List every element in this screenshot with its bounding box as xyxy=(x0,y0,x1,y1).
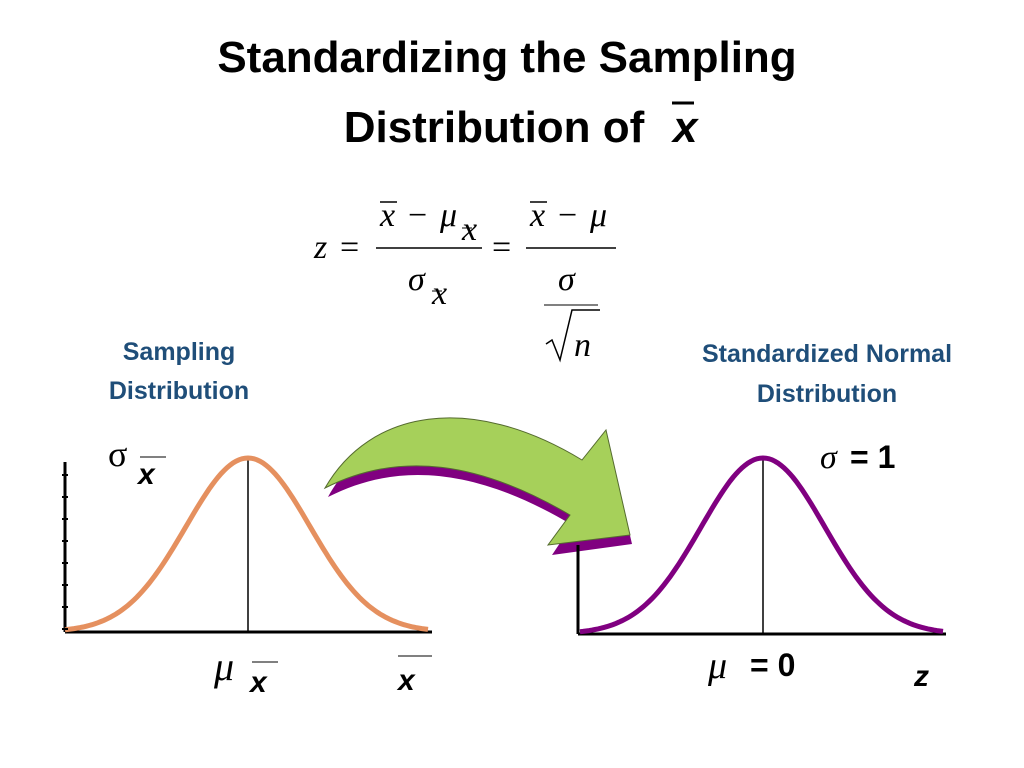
formula-token: − xyxy=(408,197,427,234)
sqrt-sign xyxy=(545,309,600,363)
right-heading: Standardized Normal xyxy=(702,340,952,368)
formula-token: μ xyxy=(439,197,457,234)
mu-symbol: μ xyxy=(213,644,234,689)
normal-curve xyxy=(579,455,944,635)
right-heading: Distribution xyxy=(757,380,897,408)
formula-token: x xyxy=(379,197,395,234)
mu-value: = 0 xyxy=(750,647,795,683)
arrow xyxy=(323,417,632,555)
sigma-value: = 1 xyxy=(850,439,895,475)
formula-token: σ xyxy=(408,261,426,298)
formula-token: x xyxy=(529,197,545,234)
sigma-symbol: σ xyxy=(108,434,127,474)
formula-token: μ xyxy=(589,197,607,234)
formula-token: − xyxy=(558,197,577,234)
normal-curve xyxy=(64,455,429,633)
formula-token: x xyxy=(431,275,447,312)
title-symbol: x xyxy=(671,103,699,152)
right-chart xyxy=(576,455,946,636)
formula: z = x − μ x σ x = x − μ σ n xyxy=(313,197,616,364)
mu-subscript: x xyxy=(248,666,268,699)
formula-token: σ xyxy=(558,261,576,298)
arrow-body xyxy=(323,417,631,546)
formula-token: = xyxy=(492,229,511,266)
formula-token: = xyxy=(340,229,359,266)
sigma-subscript: x xyxy=(136,458,156,491)
title-line: Distribution of xyxy=(344,103,645,152)
formula-token: n xyxy=(574,327,591,364)
formula-token: x xyxy=(461,211,477,248)
formula-token: z xyxy=(313,229,327,266)
axis-label: x xyxy=(396,664,416,697)
axis-label: z xyxy=(913,660,929,693)
mu-symbol: μ xyxy=(707,645,727,687)
left-heading: Distribution xyxy=(109,377,249,405)
sigma-symbol: σ xyxy=(820,439,838,476)
left-heading: Sampling xyxy=(123,338,236,366)
title-line: Standardizing the Sampling xyxy=(217,33,796,82)
left-chart xyxy=(62,455,432,634)
